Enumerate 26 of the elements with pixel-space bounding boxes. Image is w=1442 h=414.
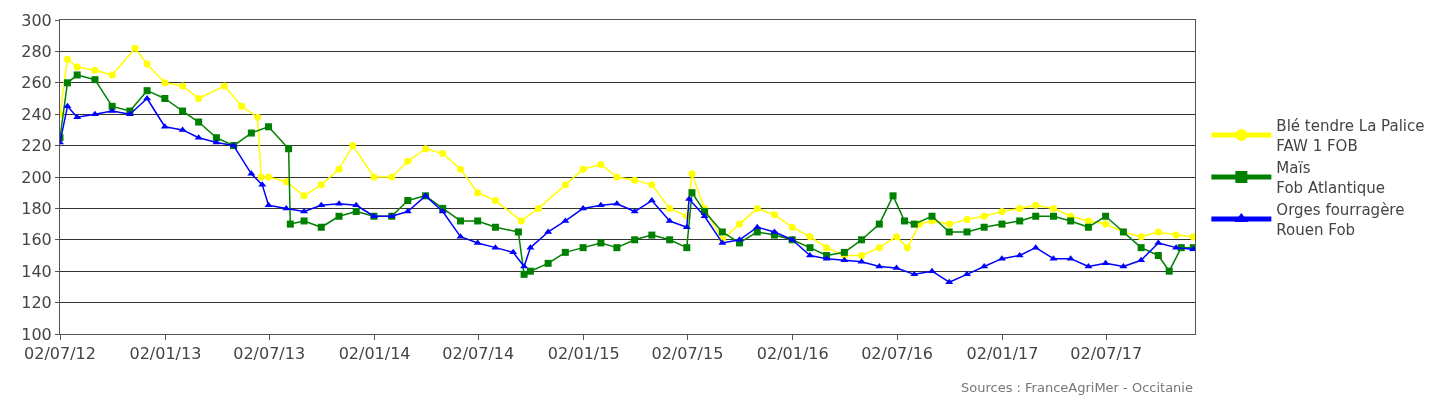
x-tick-label: 02/01/13 [129, 344, 202, 364]
y-tick-label: 280 [21, 42, 52, 61]
x-tick-label: 02/01/16 [756, 344, 829, 364]
y-tick-label: 140 [21, 261, 52, 281]
x-tick-label: 02/07/17 [1070, 344, 1143, 364]
x-tick-label: 02/07/13 [233, 344, 306, 364]
legend-label: Maïs Fob Atlantique [1276, 159, 1385, 197]
source-note: Sources : FranceAgriMer - Occitanie [961, 380, 1193, 395]
y-tick-label: 260 [21, 73, 52, 93]
y-tick-label: 120 [21, 293, 52, 313]
legend-label: Blé tendre La Palice FAW 1 FOB [1276, 117, 1425, 155]
legend-label: Orges fourragère Rouen Fob [1276, 201, 1405, 239]
y-tick-label: 200 [21, 167, 52, 187]
x-tick-label: 02/07/14 [442, 344, 515, 364]
y-tick-label: 180 [21, 199, 52, 218]
x-tick-label: 02/01/15 [547, 344, 620, 364]
y-tick-label: 160 [21, 230, 52, 250]
x-tick-label: 02/07/15 [651, 344, 724, 364]
y-tick-label: 240 [21, 104, 52, 124]
y-tick-label: 300 [21, 10, 52, 30]
y-tick-label: 220 [21, 136, 52, 156]
y-tick-label: 100 [21, 324, 52, 344]
x-tick-label: 02/07/12 [24, 344, 96, 364]
x-tick-label: 02/01/17 [966, 344, 1039, 364]
x-tick-label: 02/07/16 [861, 344, 933, 364]
x-tick-label: 02/01/14 [338, 344, 411, 364]
